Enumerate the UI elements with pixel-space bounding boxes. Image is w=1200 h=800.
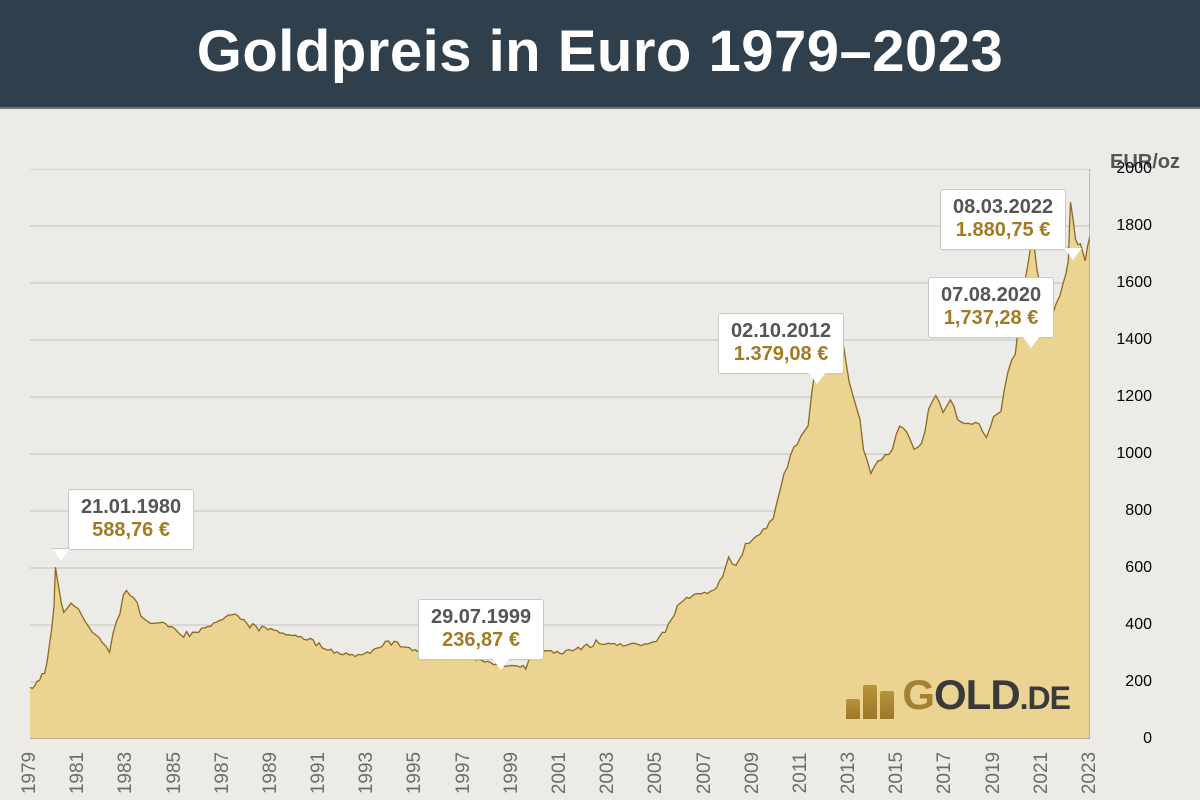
x-tick-label: 1981: [67, 752, 89, 794]
x-tick-label: 2009: [742, 752, 764, 794]
x-tick-label: 1985: [164, 752, 186, 794]
x-tick-label: 2013: [838, 752, 860, 794]
y-tick-label: 400: [1125, 616, 1152, 634]
x-tick-label: 1979: [19, 752, 41, 794]
logo-text: GOLD.DE: [902, 671, 1070, 719]
plot-region: [30, 169, 1090, 739]
y-tick-label: 1400: [1116, 331, 1152, 349]
callout-pointer-icon: [52, 549, 70, 561]
x-tick-label: 1995: [404, 752, 426, 794]
area-chart-svg: [30, 169, 1090, 739]
callout-date: 02.10.2012: [731, 320, 831, 343]
callout-date: 07.08.2020: [941, 284, 1041, 307]
y-tick-label: 1600: [1116, 274, 1152, 292]
chart-area: EUR/oz 020040060080010001200140016001800…: [0, 109, 1200, 799]
y-tick-label: 1000: [1116, 445, 1152, 463]
x-tick-label: 1997: [453, 752, 475, 794]
x-tick-label: 2019: [983, 752, 1005, 794]
x-tick-label: 1989: [260, 752, 282, 794]
callout-price: 1.379,08 €: [731, 343, 831, 366]
x-axis-labels: 1979198119831985198719891991199319951997…: [30, 744, 1090, 784]
x-tick-label: 2021: [1031, 752, 1053, 794]
callout-price: 1,737,28 €: [941, 307, 1041, 330]
x-tick-label: 2017: [934, 752, 956, 794]
x-tick-label: 1991: [308, 752, 330, 794]
callout-date: 08.03.2022: [953, 196, 1053, 219]
logo-word: OLD: [934, 671, 1020, 718]
logo-suffix: .DE: [1020, 680, 1070, 716]
price-callout: 08.03.20221.880,75 €: [940, 189, 1066, 250]
price-callout: 07.08.20201,737,28 €: [928, 277, 1054, 338]
y-tick-label: 1800: [1116, 217, 1152, 235]
callout-pointer-icon: [1022, 336, 1040, 348]
x-tick-label: 2005: [645, 752, 667, 794]
x-tick-label: 2023: [1079, 752, 1101, 794]
callout-price: 588,76 €: [81, 519, 181, 542]
x-tick-label: 1999: [501, 752, 523, 794]
chart-header: Goldpreis in Euro 1979–2023: [0, 0, 1200, 109]
callout-pointer-icon: [1064, 248, 1082, 260]
logo-bars-icon: [846, 685, 894, 719]
chart-title: Goldpreis in Euro 1979–2023: [0, 18, 1200, 85]
x-tick-label: 1987: [212, 752, 234, 794]
price-callout: 02.10.20121.379,08 €: [718, 313, 844, 374]
x-tick-label: 2001: [549, 752, 571, 794]
callout-date: 21.01.1980: [81, 496, 181, 519]
callout-price: 1.880,75 €: [953, 219, 1053, 242]
y-tick-label: 600: [1125, 559, 1152, 577]
price-callout: 29.07.1999236,87 €: [418, 599, 544, 660]
x-tick-label: 2003: [597, 752, 619, 794]
callout-price: 236,87 €: [431, 629, 531, 652]
logo-letter-g: G: [902, 671, 934, 718]
callout-date: 29.07.1999: [431, 606, 531, 629]
y-tick-label: 800: [1125, 502, 1152, 520]
y-tick-label: 0: [1143, 730, 1152, 748]
y-tick-label: 200: [1125, 673, 1152, 691]
y-tick-label: 2000: [1116, 160, 1152, 178]
x-tick-label: 2007: [694, 752, 716, 794]
x-tick-label: 2015: [886, 752, 908, 794]
y-tick-label: 1200: [1116, 388, 1152, 406]
callout-pointer-icon: [492, 658, 510, 670]
x-tick-label: 1983: [115, 752, 137, 794]
x-tick-label: 1993: [356, 752, 378, 794]
price-callout: 21.01.1980588,76 €: [68, 489, 194, 550]
callout-pointer-icon: [808, 372, 826, 384]
brand-logo: GOLD.DE: [846, 671, 1070, 719]
x-tick-label: 2011: [790, 753, 812, 794]
